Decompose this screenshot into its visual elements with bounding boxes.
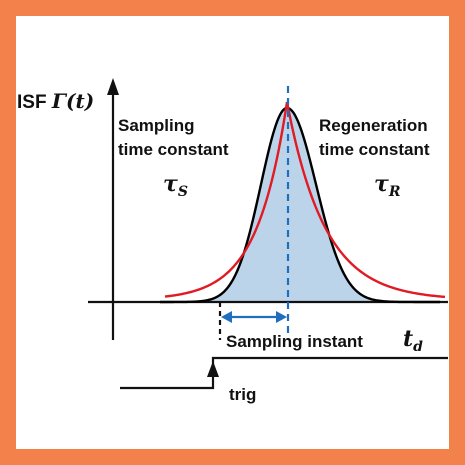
trigger-waveform (120, 356, 448, 390)
sampling-label-line2: time constant (118, 140, 229, 159)
isf-axis-arrow (107, 78, 119, 95)
trig-label: trig (229, 385, 256, 404)
arrow-head-right (276, 311, 287, 323)
isf-shaded-area (160, 108, 440, 302)
isf-pulse-curve (160, 106, 440, 304)
sampling-instant-label: Sampling instant (226, 332, 363, 351)
sampling-label-line1: Sampling (118, 116, 195, 135)
tau-s-symbol: τS (163, 171, 188, 200)
regen-label-line2: time constant (319, 140, 430, 159)
arrow-head-left (221, 311, 232, 323)
tau-r-symbol: τR (374, 171, 400, 200)
regen-label-line1: Regeneration (319, 116, 428, 135)
td-symbol: td (403, 326, 423, 355)
isf-axis-label: ISF Γ(t) (17, 89, 94, 113)
isf-model-curve (164, 101, 446, 299)
trigger-arrow (207, 361, 219, 377)
